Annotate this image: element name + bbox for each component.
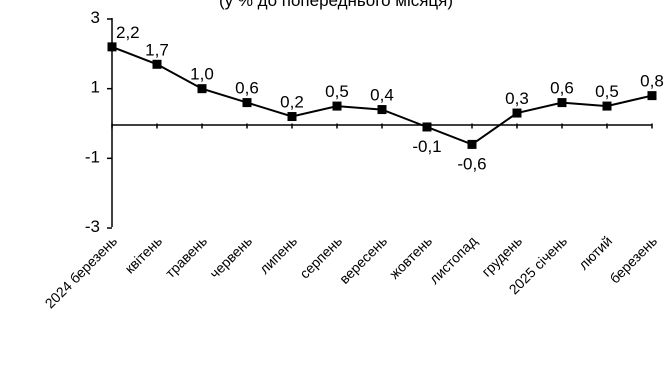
data-label: 2,2: [116, 23, 140, 42]
data-label: 0,6: [550, 79, 574, 98]
data-point-marker: [287, 112, 297, 122]
data-point-marker: [332, 101, 342, 111]
data-label: -0,6: [457, 154, 486, 173]
x-category-label: квітень: [121, 233, 165, 277]
data-point-marker: [647, 91, 657, 101]
x-category-label: липень: [256, 233, 300, 277]
data-label: 0,8: [640, 72, 664, 91]
data-label: 0,3: [505, 89, 529, 108]
data-label: 0,6: [235, 79, 259, 98]
x-category-label: вересень: [336, 233, 390, 287]
x-category-label: листопад: [426, 233, 480, 287]
data-point-marker: [242, 98, 252, 108]
x-category-label: березень: [606, 233, 660, 287]
x-category-label: лютий: [575, 233, 615, 273]
y-tick-label: 1: [91, 78, 100, 97]
data-point-marker: [152, 59, 162, 69]
x-category-label: травень: [162, 233, 210, 281]
data-point-marker: [377, 105, 387, 115]
data-point-marker: [512, 108, 522, 118]
data-label: -0,1: [412, 137, 441, 156]
data-point-marker: [467, 139, 477, 149]
data-point-marker: [197, 84, 207, 94]
data-label: 1,7: [145, 40, 169, 59]
y-tick-label: -1: [85, 147, 100, 166]
y-tick-label: 3: [91, 8, 100, 27]
data-label: 0,4: [370, 86, 394, 105]
y-tick-label: -3: [85, 217, 100, 236]
data-point-marker: [422, 122, 432, 132]
data-labels: 2,2 1,7 1,0 0,6 0,2 0,5 0,4 -0,1 -0,6 0,3 0,6 0,5 0,…: [116, 23, 664, 174]
data-label: 0,5: [325, 82, 349, 101]
data-label: 0,2: [280, 93, 304, 112]
x-category-label: 2024 березень: [42, 233, 121, 312]
data-label: 0,5: [595, 82, 619, 101]
data-label: 1,0: [190, 65, 214, 84]
data-point-marker: [557, 98, 567, 108]
chart-title: (у % до попереднього місяця): [219, 0, 453, 10]
data-point-marker: [107, 42, 117, 52]
data-markers: [107, 42, 657, 149]
data-point-marker: [602, 101, 612, 111]
y-axis-ticks: 3 1 -1 -3: [85, 8, 112, 236]
x-category-label: червень: [206, 233, 255, 282]
